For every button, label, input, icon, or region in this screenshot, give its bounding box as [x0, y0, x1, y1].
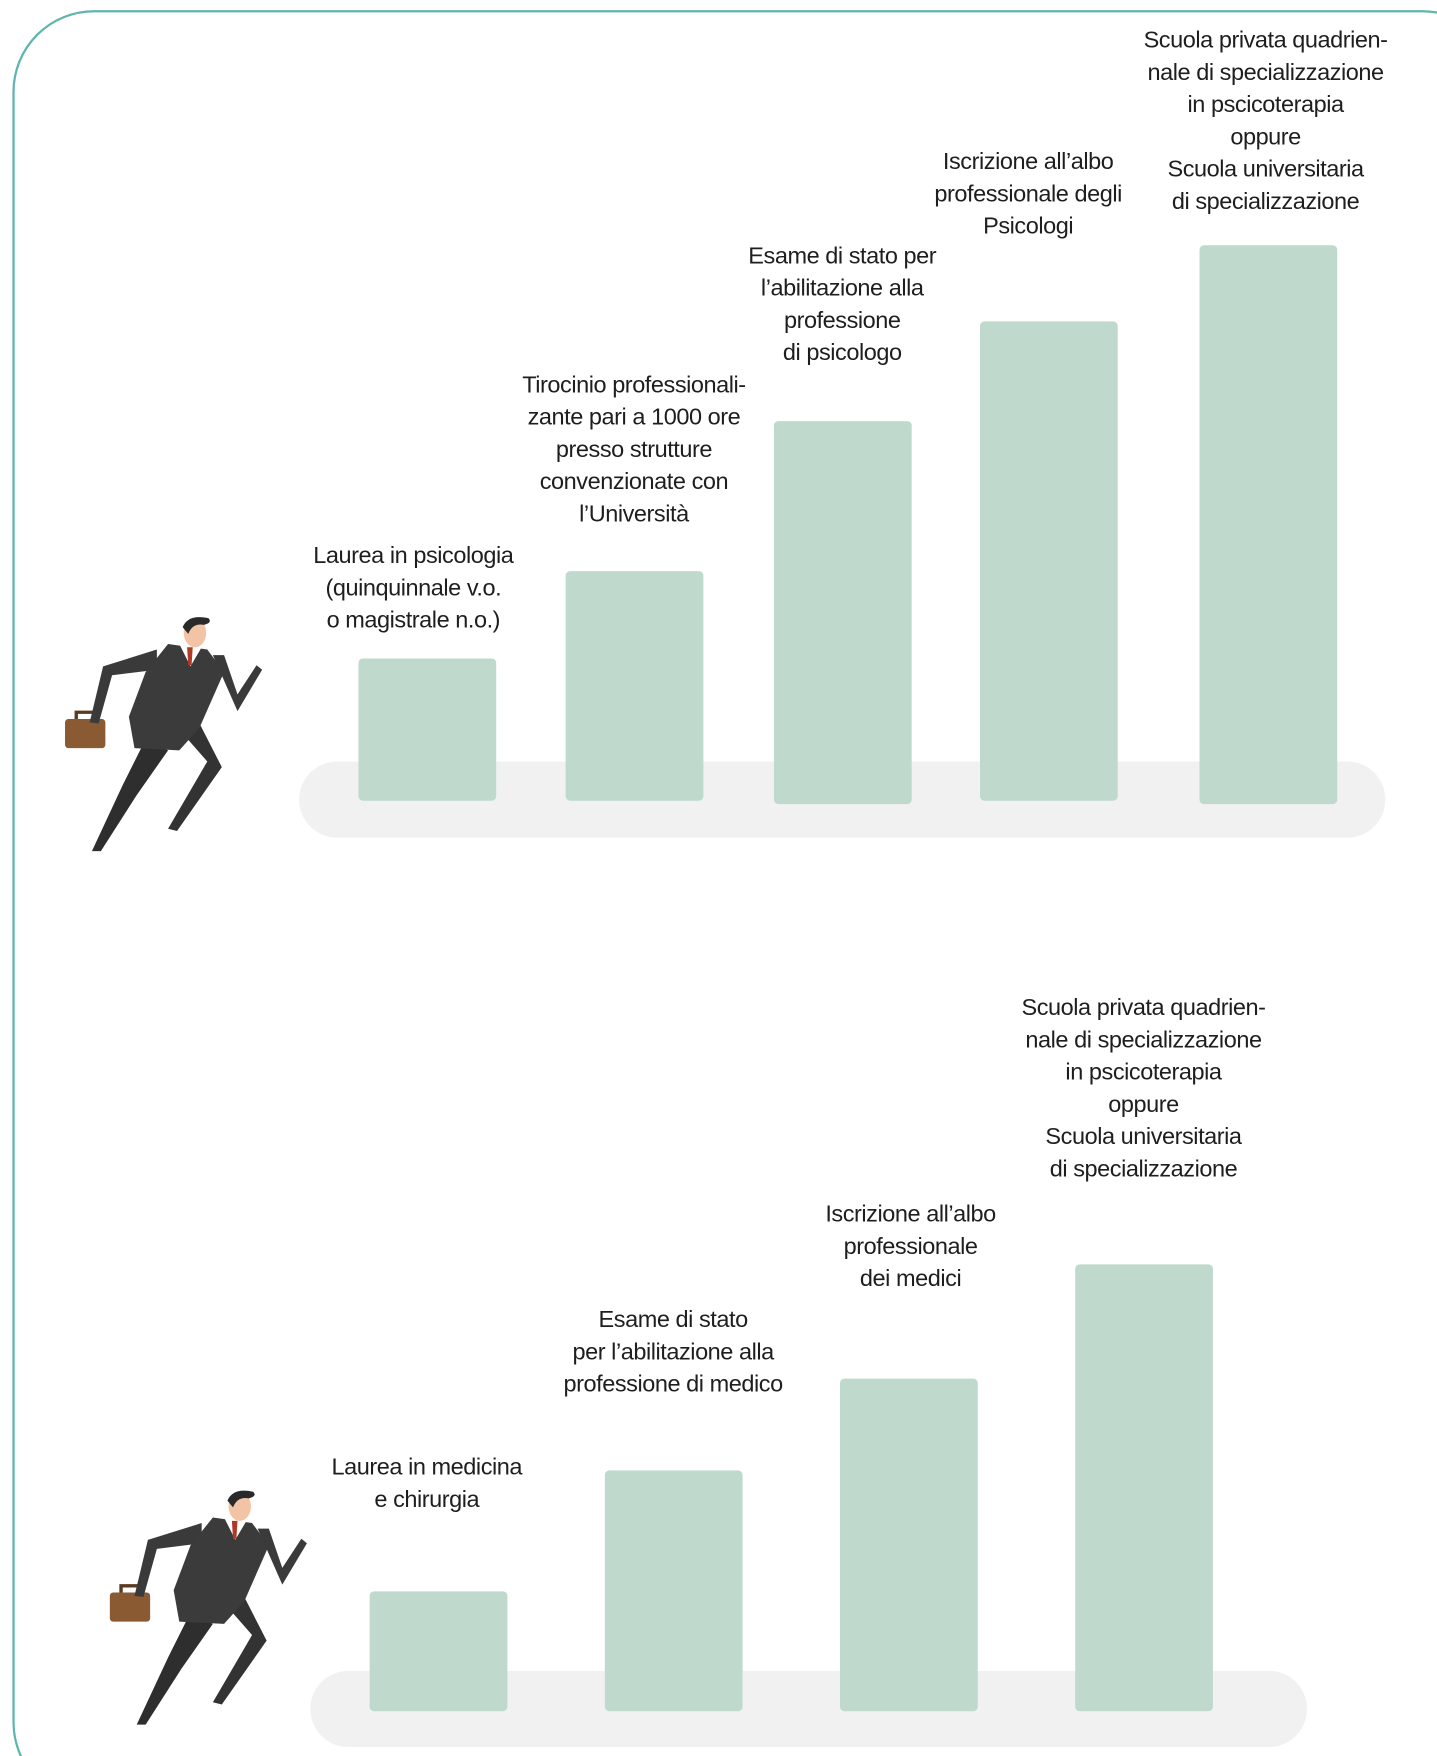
step-label: professione di medico — [564, 1371, 784, 1397]
step-bar — [604, 1470, 743, 1712]
step-bar — [979, 321, 1118, 801]
step-label: Scuola universitaria — [1168, 156, 1365, 182]
step-label: oppure — [1230, 123, 1301, 149]
step-bar — [369, 1591, 508, 1712]
step-label: l’abilitazione alla — [761, 275, 925, 301]
step-label: di psicologo — [783, 339, 902, 365]
step-label: convenzionate con — [540, 468, 728, 494]
step-label: Laurea in medicina — [332, 1454, 524, 1480]
step-bar — [565, 571, 704, 801]
step-label: nale di specializzazione — [1025, 1026, 1262, 1052]
runner-figure — [108, 1488, 309, 1727]
step-label: professionale degli — [934, 180, 1121, 206]
step-label: professionale — [844, 1233, 978, 1259]
step-label: Scuola privata quadrien- — [1022, 994, 1266, 1020]
step-label: Iscrizione all’albo — [825, 1201, 996, 1227]
step-label: dei medici — [860, 1265, 961, 1291]
step-label: nale di specializzazione — [1147, 59, 1384, 85]
runner-figure — [63, 615, 264, 853]
step-label: Psicologi — [983, 213, 1073, 239]
step-label: l’Università — [579, 500, 690, 526]
track — [310, 1670, 1308, 1748]
step-label: zante pari a 1000 ore — [528, 404, 741, 430]
step-label: Scuola privata quadrien- — [1144, 27, 1388, 53]
step-label: per l’abilitazione alla — [572, 1338, 775, 1364]
frame — [12, 10, 1437, 1756]
step-label: in pscicoterapia — [1065, 1059, 1222, 1085]
step-label: Esame di stato — [599, 1306, 749, 1332]
step-label: professione — [784, 307, 901, 333]
step-label: Tirocinio professionali- — [522, 371, 745, 397]
step-label: e chirurgia — [374, 1486, 480, 1512]
step-label: di specializzazione — [1172, 188, 1360, 214]
step-label: (quinquinnale v.o. — [325, 574, 501, 600]
step-label: Laurea in psicologia — [313, 542, 514, 568]
step-label: Esame di stato per — [748, 242, 936, 268]
step-label: in pscicoterapia — [1188, 91, 1345, 117]
step-bar — [840, 1378, 978, 1712]
step-label: o magistrale n.o.) — [327, 607, 501, 633]
step-bar — [1199, 245, 1338, 805]
step-label: di specializzazione — [1050, 1155, 1238, 1181]
step-label: Scuola universitaria — [1045, 1123, 1242, 1149]
step-bar — [358, 658, 497, 801]
step-label: presso strutture — [556, 436, 712, 462]
step-label: Iscrizione all’albo — [943, 148, 1114, 174]
step-label: oppure — [1108, 1091, 1179, 1117]
step-bar — [773, 421, 912, 805]
step-bar — [1075, 1264, 1213, 1712]
